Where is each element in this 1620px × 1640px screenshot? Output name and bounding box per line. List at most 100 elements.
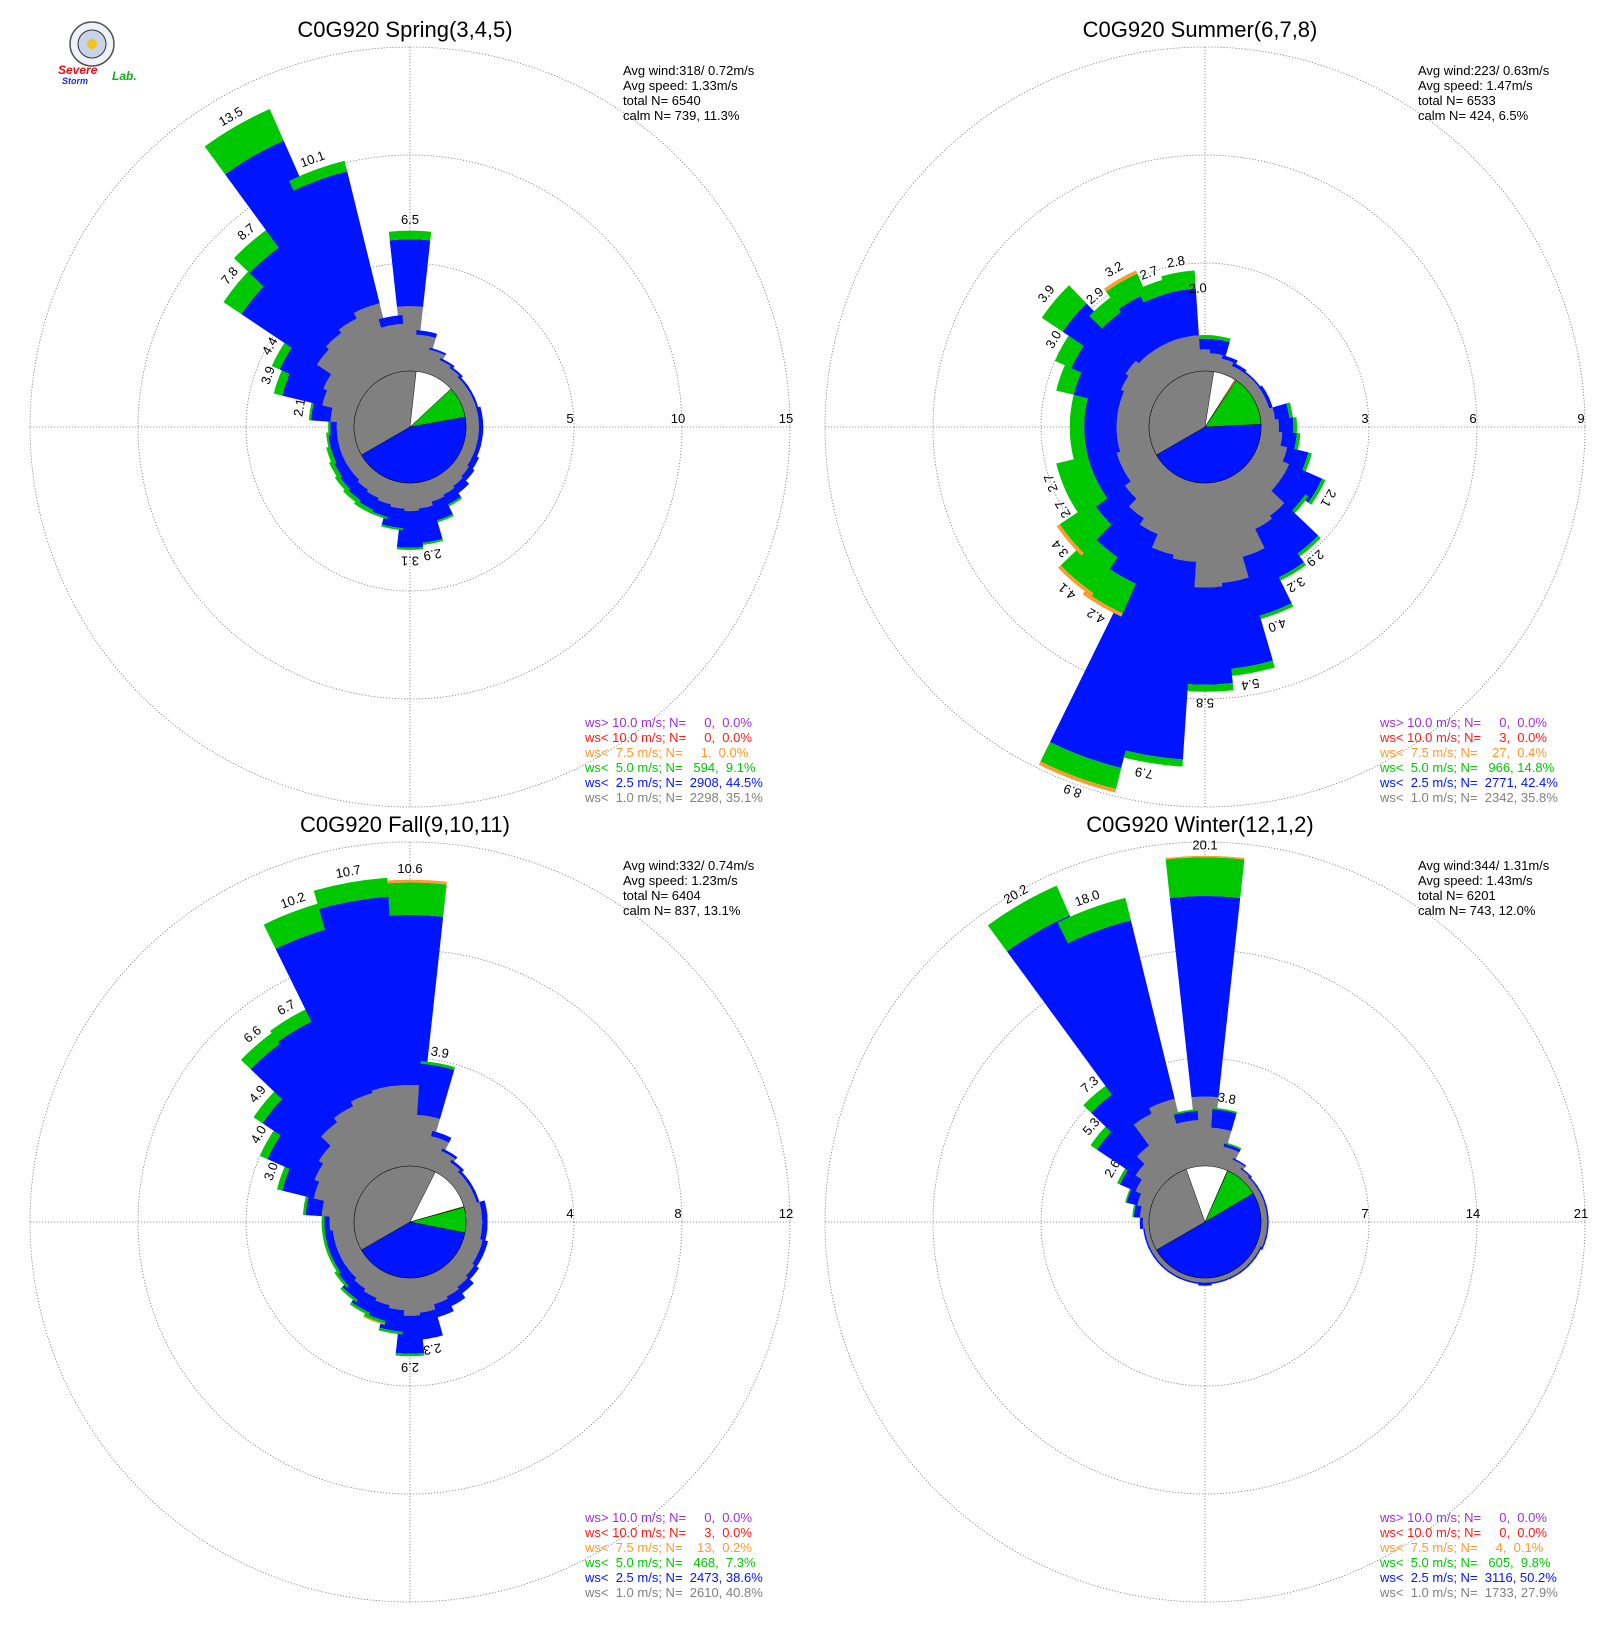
bar-label: 5.8: [1196, 695, 1214, 710]
bar-segment-lt25: [330, 418, 338, 436]
bar-segment-lt5: [378, 1327, 403, 1335]
bar-segment-lt25: [282, 368, 329, 406]
bar-label: 10.7: [334, 862, 362, 881]
bar-segment-lt1: [441, 367, 462, 389]
bar-label: 3.0: [261, 1160, 281, 1182]
bar-segment-lt25: [479, 1226, 488, 1244]
bar-segment-lt1: [1148, 1098, 1192, 1172]
bar-segment-lt25: [1198, 1282, 1212, 1286]
bar-segment-lt1: [463, 1201, 483, 1219]
ring-label: 4: [566, 1206, 573, 1221]
bar-segment-lt25: [1253, 1246, 1262, 1259]
bar-segment-lt25: [1103, 521, 1158, 584]
windrose-panel: 5 10 156.52.93.12.13.94.47.88.713.510.1C0G…: [29, 17, 793, 808]
bar-segment-lt1: [1258, 407, 1276, 424]
direction-bar: [326, 430, 357, 451]
bar-label: 10.6: [397, 861, 422, 876]
bar-segment-lt25: [1211, 1109, 1237, 1132]
direction-bar: 4.2: [1082, 472, 1183, 627]
bar-segment-lt25: [1264, 1204, 1269, 1218]
bar-segment-lt25: [1209, 338, 1230, 356]
legend-entry-lt75: ws< 7.5 m/s; N= 4, 0.1%: [1379, 1540, 1544, 1555]
ring-label: 3: [1361, 411, 1368, 426]
calm-pie-slice-lt1: [353, 370, 417, 456]
bar-label: 3.9: [430, 1043, 450, 1061]
legend-entry-lt1: ws< 1.0 m/s; N= 2298, 35.1%: [584, 790, 763, 805]
bar-segment-lt5: [363, 1313, 386, 1324]
bar-segment-lt5: [1041, 285, 1087, 332]
bar-segment-lt25: [1255, 1184, 1264, 1197]
bar-segment-lt25: [1153, 1255, 1164, 1267]
bar-segment-lt1: [360, 1267, 388, 1298]
bar-segment-lt5: [340, 1286, 358, 1303]
legend-entry-gt10: ws> 10.0 m/s; N= 0, 0.0%: [1379, 1510, 1547, 1525]
bar-label: 2.7: [1041, 472, 1061, 494]
stat-line: total N= 6201: [1418, 888, 1496, 903]
bar-segment-lt25: [241, 280, 333, 365]
bar-label: 3.9: [258, 364, 278, 386]
bar-segment-lt1: [338, 1244, 365, 1268]
direction-bar: [1260, 417, 1297, 437]
direction-bar: [1218, 1272, 1233, 1283]
direction-bar: 18.0: [1057, 887, 1192, 1172]
bar-segment-lt25: [1232, 1158, 1247, 1167]
bar-segment-lt1: [448, 458, 470, 479]
direction-bar: [1260, 1215, 1269, 1229]
bar-segment-lt1: [413, 1114, 440, 1169]
bar-segment-lt1: [1122, 458, 1167, 499]
bar-segment-lt25: [1264, 395, 1274, 412]
legend-entry-lt5: ws< 5.0 m/s; N= 468, 7.3%: [584, 1555, 756, 1570]
bar-segment-lt5: [1272, 562, 1307, 584]
ring-label: 12: [779, 1206, 793, 1221]
bar-segment-lt1: [1188, 1275, 1202, 1283]
bar-segment-lt25: [1250, 518, 1304, 581]
stat-line: Avg speed: 1.43m/s: [1418, 873, 1533, 888]
bar-segment-lt1: [463, 407, 479, 424]
bar-segment-lt1: [1125, 357, 1167, 396]
bar-segment-lt5: [1224, 1142, 1242, 1150]
direction-bar: [1208, 335, 1231, 374]
bar-segment-lt1: [1116, 402, 1152, 424]
bar-segment-lt1: [1208, 1275, 1222, 1283]
bar-label: 2.0: [1188, 280, 1207, 296]
calm-pie-slice-lt1: [353, 1165, 436, 1251]
bar-segment-lt5: [334, 474, 351, 493]
bar-segment-lt1: [381, 323, 407, 374]
bar-segment-lt75: [1056, 524, 1085, 556]
legend-entry-gt10: ws> 10.0 m/s; N= 0, 0.0%: [1379, 715, 1547, 730]
bar-segment-lt1: [1260, 419, 1279, 435]
bar-segment-lt5: [1161, 270, 1196, 294]
direction-bar: 2.1: [290, 397, 357, 424]
bar-segment-lt1: [345, 1253, 372, 1279]
bar-segment-lt1: [371, 1085, 407, 1169]
bar-segment-lt5: [349, 1302, 370, 1316]
bar-segment-lt25: [324, 1212, 331, 1232]
direction-bar: 2.8: [1161, 253, 1202, 374]
direction-bar: [423, 347, 447, 377]
bar-segment-lt1: [352, 1260, 379, 1289]
bar-segment-lt5: [334, 1271, 349, 1288]
direction-bar: 8.7: [233, 220, 379, 389]
bar-segment-lt25: [1148, 1246, 1157, 1259]
bar-label: 2.7: [1138, 263, 1160, 283]
bar-segment-lt5: [388, 230, 432, 241]
bar-segment-lt25: [1229, 1270, 1242, 1279]
bar-label: 8.9: [1061, 781, 1083, 801]
bar-segment-lt1: [448, 1253, 475, 1279]
stat-line: calm N= 837, 13.1%: [623, 903, 741, 918]
severe-storm-lab-logo: Severe Storm Lab.: [58, 21, 137, 86]
bar-segment-lt1: [455, 1244, 479, 1267]
bar-segment-lt5: [326, 432, 332, 451]
bar-segment-lt5: [395, 1352, 425, 1357]
bar-segment-lt5: [1293, 433, 1301, 454]
bar-segment-lt25: [1248, 1176, 1258, 1188]
bar-segment-lt1: [330, 404, 357, 424]
direction-bar: [1070, 430, 1152, 465]
calm-pie: [353, 370, 467, 484]
bar-segment-lt25: [1091, 1090, 1153, 1157]
bar-segment-lt25: [450, 1159, 465, 1173]
stat-line: Avg speed: 1.47m/s: [1418, 78, 1533, 93]
panels: 5 10 156.52.93.12.13.94.47.88.713.510.1C0G…: [29, 17, 1588, 1603]
logo-word-severe: Severe: [58, 63, 98, 77]
